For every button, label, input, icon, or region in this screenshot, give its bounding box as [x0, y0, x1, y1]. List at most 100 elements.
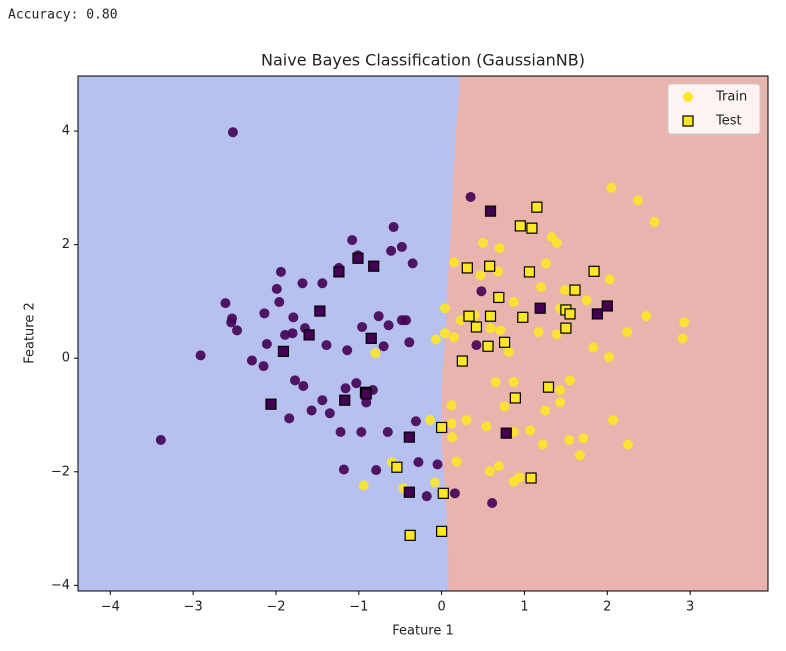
- train-point: [525, 425, 536, 436]
- train-point: [227, 127, 238, 138]
- train-point: [347, 235, 358, 246]
- train-point: [536, 282, 547, 293]
- train-point: [495, 325, 506, 336]
- train-point: [484, 466, 495, 477]
- test-point: [484, 310, 497, 322]
- y-tick-label: 2: [62, 237, 70, 252]
- train-point: [641, 311, 652, 322]
- train-point: [499, 401, 510, 412]
- train-point: [271, 283, 282, 294]
- test-point: [517, 311, 529, 323]
- test-point: [437, 487, 449, 499]
- test-point: [514, 220, 526, 232]
- test-point: [470, 321, 483, 333]
- train-point: [195, 350, 206, 361]
- train-point: [342, 345, 353, 356]
- train-point: [564, 434, 575, 445]
- train-point: [493, 461, 504, 472]
- test-point: [523, 266, 536, 278]
- test-point: [403, 486, 415, 498]
- train-point: [551, 329, 562, 340]
- train-point: [487, 497, 498, 508]
- train-point: [340, 383, 351, 394]
- train-point: [623, 439, 634, 450]
- train-point: [540, 405, 551, 416]
- plot-area: [78, 76, 768, 591]
- test-point: [403, 431, 415, 443]
- train-point: [449, 488, 460, 499]
- test-point: [498, 336, 511, 348]
- train-point: [425, 415, 436, 426]
- train-point: [371, 465, 382, 476]
- y-tick-label: 4: [62, 124, 70, 139]
- test-point: [456, 355, 468, 367]
- legend-marker: [682, 115, 694, 127]
- x-tick-label: 0: [437, 600, 445, 615]
- train-point: [608, 415, 619, 426]
- axes-frame: [77, 75, 769, 592]
- train-point: [335, 427, 346, 438]
- output-text: Accuracy: 0.80: [8, 8, 118, 23]
- train-point: [490, 377, 501, 388]
- train-point: [297, 278, 308, 289]
- test-point: [303, 329, 315, 341]
- train-point: [287, 328, 298, 339]
- train-point: [351, 378, 362, 389]
- train-point: [361, 397, 372, 408]
- train-point: [259, 308, 270, 319]
- train-point: [284, 413, 295, 424]
- train-point: [246, 355, 257, 366]
- y-axis-label: Feature 2: [23, 302, 38, 364]
- test-point: [352, 252, 364, 264]
- train-point: [280, 329, 291, 340]
- train-point: [220, 298, 231, 309]
- train-point: [324, 408, 335, 419]
- test-point: [339, 394, 351, 406]
- test-point: [542, 381, 555, 393]
- chart-title: Naive Bayes Classification (GaussianNB): [261, 51, 585, 70]
- train-point: [404, 337, 415, 348]
- train-point: [560, 285, 571, 296]
- train-point: [446, 400, 457, 411]
- test-point: [360, 388, 372, 400]
- train-point: [386, 245, 397, 256]
- train-point: [449, 332, 460, 343]
- train-point: [461, 415, 472, 426]
- train-point: [604, 274, 615, 285]
- test-point: [509, 392, 521, 404]
- test-point: [493, 291, 505, 304]
- train-point: [476, 286, 487, 297]
- train-point: [275, 266, 286, 277]
- test-point: [564, 308, 576, 320]
- train-point: [537, 439, 548, 450]
- test-point: [365, 332, 377, 344]
- x-tick-label: −4: [101, 600, 120, 615]
- train-point: [478, 237, 489, 248]
- train-point: [317, 278, 328, 289]
- test-point: [436, 421, 448, 434]
- decision-boundary: [78, 76, 460, 591]
- train-point: [446, 418, 457, 429]
- train-point: [383, 320, 394, 331]
- train-point: [485, 323, 496, 334]
- train-point: [503, 346, 514, 357]
- test-point: [265, 398, 277, 410]
- x-tick-label: 2: [603, 600, 611, 615]
- train-point: [447, 432, 458, 443]
- train-point: [413, 457, 424, 468]
- train-point: [465, 191, 476, 202]
- train-point: [388, 222, 399, 233]
- train-point: [317, 395, 328, 406]
- train-point: [455, 315, 466, 326]
- train-point: [155, 434, 166, 445]
- train-point: [370, 348, 381, 359]
- test-point: [404, 529, 416, 541]
- test-point: [484, 205, 497, 217]
- train-point: [401, 315, 412, 326]
- train-point: [449, 257, 460, 268]
- train-point: [439, 303, 450, 314]
- test-point: [531, 201, 543, 213]
- test-point: [368, 260, 380, 272]
- test-point: [569, 284, 581, 296]
